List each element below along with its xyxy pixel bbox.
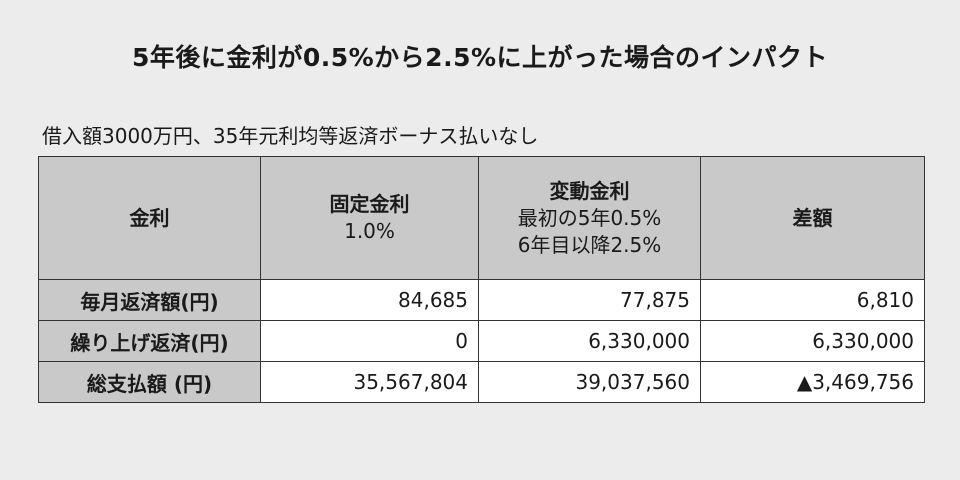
cell-variable: 6,330,000 bbox=[478, 320, 701, 362]
header-fixed-rate: 固定金利 1.0% bbox=[260, 156, 479, 280]
table-header-row: 金利 固定金利 1.0% 変動金利 最初の5年0.5% 6年目以降2.5% 差額 bbox=[38, 156, 925, 280]
row-label-total-payment: 総支払額 (円) bbox=[38, 361, 261, 403]
cell-fixed: 0 bbox=[260, 320, 479, 362]
cell-fixed: 35,567,804 bbox=[260, 361, 479, 403]
table-row: 毎月返済額(円) 84,685 77,875 6,810 bbox=[38, 279, 925, 321]
comparison-table: 金利 固定金利 1.0% 変動金利 最初の5年0.5% 6年目以降2.5% 差額… bbox=[38, 156, 925, 403]
header-fixed-detail: 1.0% bbox=[344, 219, 395, 243]
header-fixed-label: 固定金利 bbox=[329, 192, 410, 216]
row-label-monthly-payment: 毎月返済額(円) bbox=[38, 279, 261, 321]
header-rate-label: 金利 bbox=[129, 205, 170, 230]
cell-difference: 6,330,000 bbox=[700, 320, 925, 362]
header-variable-detail-2: 6年目以降2.5% bbox=[517, 232, 662, 257]
header-difference-label: 差額 bbox=[792, 205, 833, 230]
page-title: 5年後に金利が0.5%から2.5%に上がった場合のインパクト bbox=[131, 43, 829, 72]
row-label-prepayment: 繰り上げ返済(円) bbox=[38, 320, 261, 362]
header-variable-label: 変動金利 bbox=[549, 178, 630, 203]
cell-fixed: 84,685 bbox=[260, 279, 479, 321]
header-variable-detail-1: 最初の5年0.5% bbox=[517, 205, 662, 230]
header-variable-rate: 変動金利 最初の5年0.5% 6年目以降2.5% bbox=[478, 156, 701, 280]
table-row: 繰り上げ返済(円) 0 6,330,000 6,330,000 bbox=[38, 320, 925, 362]
cell-difference: ▲3,469,756 bbox=[700, 361, 925, 403]
cell-difference: 6,810 bbox=[700, 279, 925, 321]
header-difference: 差額 bbox=[700, 156, 925, 280]
cell-variable: 39,037,560 bbox=[478, 361, 701, 403]
loan-conditions-subtitle: 借入額3000万円、35年元利均等返済ボーナス払いなし bbox=[42, 124, 539, 148]
table-row: 総支払額 (円) 35,567,804 39,037,560 ▲3,469,75… bbox=[38, 361, 925, 403]
header-rate: 金利 bbox=[38, 156, 261, 280]
cell-variable: 77,875 bbox=[478, 279, 701, 321]
